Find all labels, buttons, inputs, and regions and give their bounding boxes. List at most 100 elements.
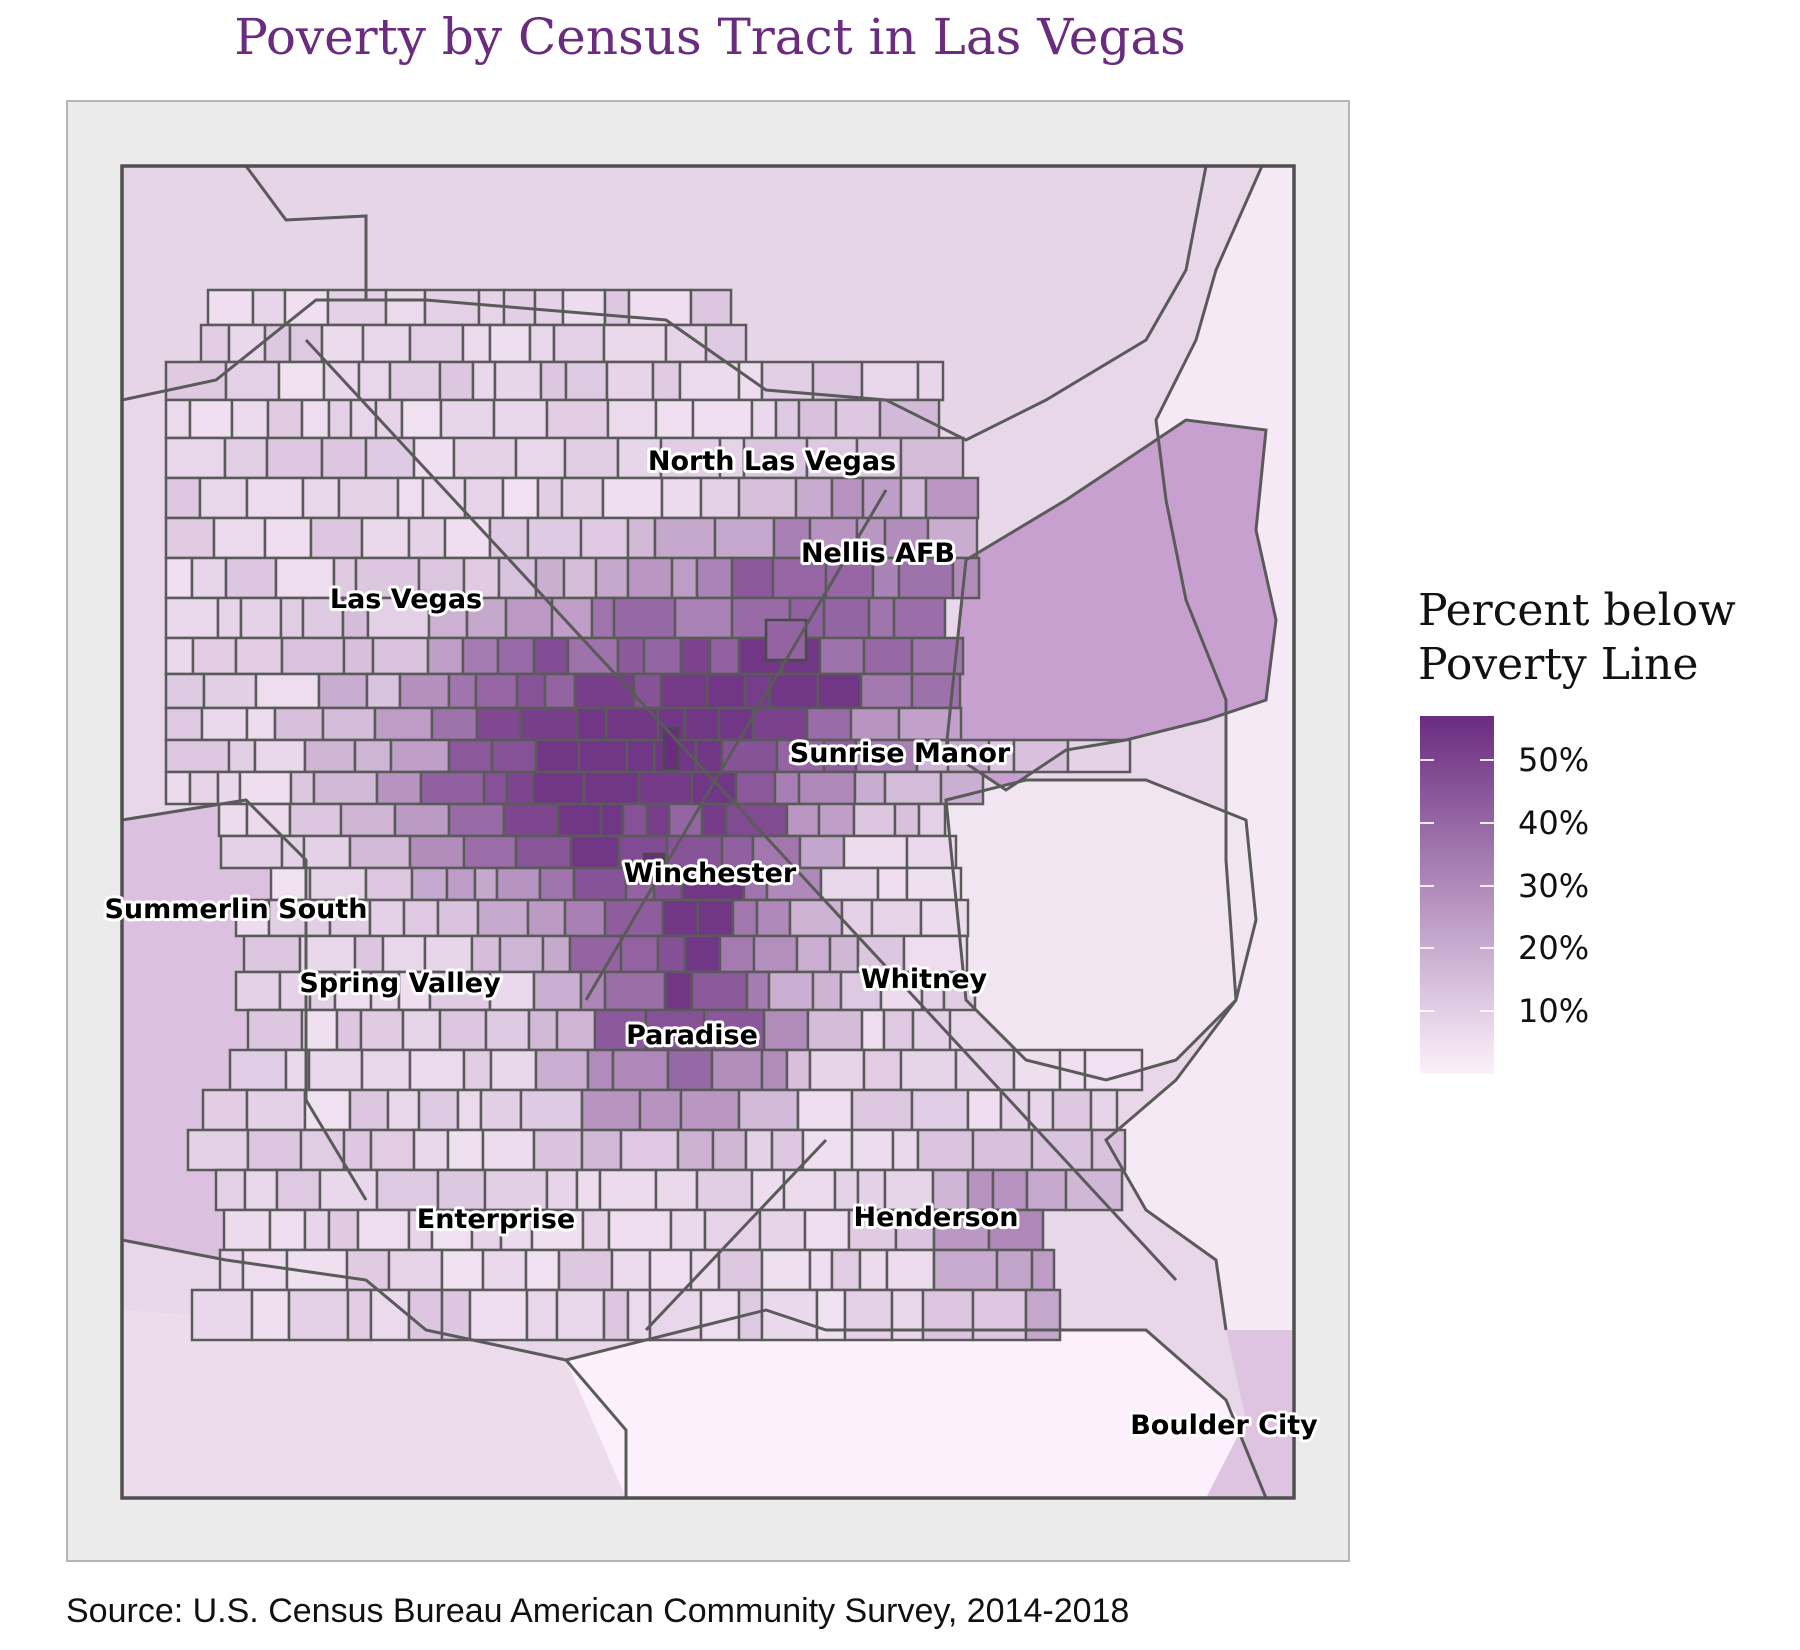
census-tract: [801, 1128, 854, 1172]
census-tract: [461, 323, 492, 364]
census-tract: [621, 802, 649, 838]
census-tract: [333, 970, 373, 1012]
census-tract: [288, 802, 343, 838]
census-tract: [711, 1128, 748, 1172]
census-tract: [224, 360, 281, 402]
census-tract: [843, 1288, 894, 1342]
census-tract: [463, 476, 505, 520]
census-tract: [1089, 1088, 1119, 1132]
census-tract: [164, 770, 192, 806]
census-tract: [594, 556, 630, 600]
census-tract: [924, 476, 980, 520]
census-tract: [164, 738, 231, 774]
census-tract: [246, 1128, 303, 1172]
census-tract: [642, 636, 683, 676]
census-tract: [317, 672, 369, 710]
census-tract: [611, 1048, 670, 1092]
census-tract: [251, 288, 287, 327]
census-tract: [713, 516, 776, 560]
census-tract: [440, 1288, 472, 1342]
census-tract: [436, 898, 480, 938]
census-tract: [598, 1168, 658, 1212]
census-tract: [581, 1208, 611, 1252]
census-tract: [243, 1168, 279, 1212]
boundary-summerlin: [122, 798, 368, 1201]
census-tract: [410, 866, 449, 902]
census-tract: [277, 360, 326, 402]
census-tract: [555, 1288, 606, 1342]
census-tract: [573, 672, 636, 710]
census-tract: [353, 934, 385, 974]
census-tract: [214, 1168, 247, 1212]
census-tract: [699, 1288, 741, 1342]
census-tract: [320, 323, 365, 364]
legend-title-line1: Percent below: [1418, 585, 1736, 636]
census-tract: [527, 1008, 559, 1052]
census-tract: [253, 738, 307, 774]
census-tract: [384, 288, 427, 327]
census-tract: [456, 1088, 483, 1132]
census-tract: [811, 970, 843, 1012]
census-tract: [822, 596, 871, 640]
census-tract: [287, 1288, 350, 1342]
census-tract: [490, 738, 538, 774]
census-tract: [190, 1288, 254, 1342]
census-tract: [817, 802, 856, 838]
census-tract: [590, 596, 616, 640]
census-tract: [870, 898, 923, 938]
boundary-frenchman: [944, 778, 1258, 1082]
census-tract: [815, 1288, 847, 1342]
census-tract: [731, 898, 759, 938]
census-tract: [301, 476, 341, 520]
census-tract: [234, 970, 282, 1012]
census-tract: [401, 1008, 442, 1052]
census-tract: [447, 672, 478, 710]
census-tract: [683, 706, 721, 742]
census-tract: [699, 476, 741, 520]
census-tract: [648, 1248, 693, 1292]
census-tract: [734, 770, 777, 806]
census-tract: [245, 1088, 307, 1132]
census-tract: [426, 636, 465, 676]
census-tract: [892, 596, 947, 640]
census-tract: [408, 1048, 466, 1092]
census-tract: [854, 738, 919, 774]
census-tract: [239, 596, 283, 640]
census-tract: [560, 476, 605, 520]
census-tract: [1024, 1288, 1062, 1342]
census-tract: [607, 1208, 673, 1252]
poverty-map[interactable]: North Las Vegas Nellis AFB Las Vegas Sun…: [66, 100, 1350, 1562]
census-tract: [665, 834, 724, 870]
census-tract: [751, 706, 809, 742]
census-tract: [532, 1128, 584, 1172]
census-tract: [669, 1208, 707, 1252]
census-tract: [626, 1288, 652, 1342]
census-tract: [198, 476, 249, 520]
census-tract: [417, 556, 466, 600]
census-tract: [575, 706, 608, 742]
census-tract: [710, 1048, 764, 1092]
census-tract: [797, 770, 857, 806]
census-tract: [447, 738, 494, 774]
census-tract: [971, 1288, 1028, 1342]
census-tract: [580, 1088, 642, 1132]
census-tract: [805, 706, 853, 742]
census-tract: [718, 934, 756, 974]
census-tract: [654, 398, 695, 440]
census-tract: [474, 672, 519, 710]
census-tract: [164, 398, 192, 440]
census-tract: [274, 556, 336, 600]
place-label-nellis-afb: Nellis AFB: [801, 538, 955, 569]
census-tract: [760, 1048, 789, 1092]
census-tract: [971, 1128, 1034, 1172]
census-tract: [342, 1128, 373, 1172]
census-tract: [396, 476, 425, 520]
census-tract: [443, 516, 492, 560]
census-tract: [217, 802, 249, 838]
census-tract: [322, 360, 361, 402]
census-tract: [760, 1248, 812, 1292]
census-tract: [842, 834, 909, 870]
tract-grid: [164, 288, 1144, 1342]
legend-tick-label: 20%: [1518, 929, 1590, 968]
census-tract: [534, 738, 581, 774]
